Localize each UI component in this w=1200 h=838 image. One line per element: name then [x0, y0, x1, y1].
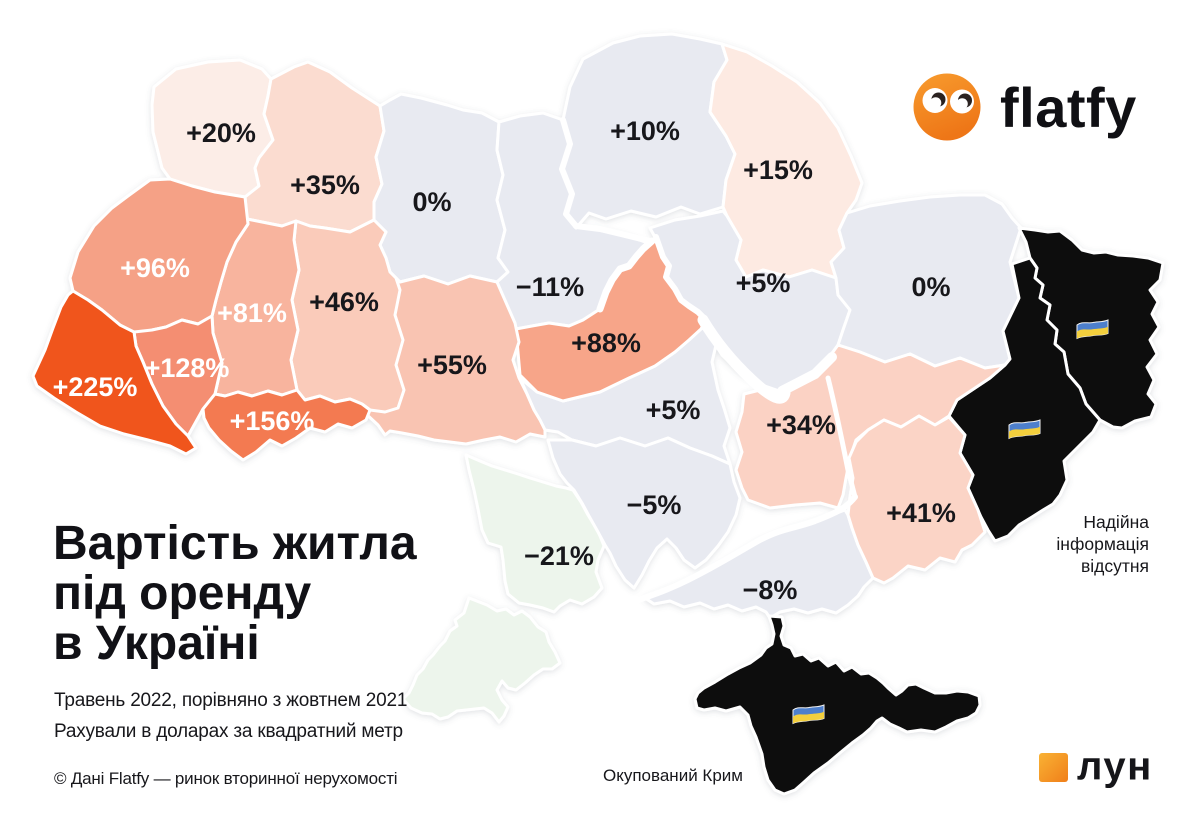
svg-text:+35%: +35%: [290, 170, 360, 200]
svg-text:+128%: +128%: [145, 353, 230, 383]
svg-text:+88%: +88%: [571, 328, 641, 358]
svg-text:−5%: −5%: [627, 490, 682, 520]
svg-text:+225%: +225%: [53, 372, 138, 402]
svg-text:лун: лун: [1077, 748, 1153, 789]
svg-text:+46%: +46%: [309, 287, 379, 317]
svg-text:+20%: +20%: [186, 118, 256, 148]
svg-text:−21%: −21%: [524, 541, 594, 571]
svg-text:+55%: +55%: [417, 350, 487, 380]
svg-text:+10%: +10%: [610, 116, 680, 146]
svg-text:+5%: +5%: [736, 268, 791, 298]
svg-text:0%: 0%: [412, 187, 451, 217]
svg-text:+81%: +81%: [217, 298, 287, 328]
svg-text:0%: 0%: [911, 272, 950, 302]
svg-text:−11%: −11%: [516, 272, 584, 302]
svg-text:−8%: −8%: [743, 575, 798, 605]
svg-text:+34%: +34%: [766, 410, 836, 440]
svg-text:+41%: +41%: [886, 498, 956, 528]
svg-text:+156%: +156%: [230, 406, 315, 436]
svg-text:flatfy: flatfy: [1000, 76, 1137, 139]
svg-text:+15%: +15%: [743, 155, 813, 185]
svg-text:+5%: +5%: [646, 395, 701, 425]
svg-text:+96%: +96%: [120, 253, 190, 283]
